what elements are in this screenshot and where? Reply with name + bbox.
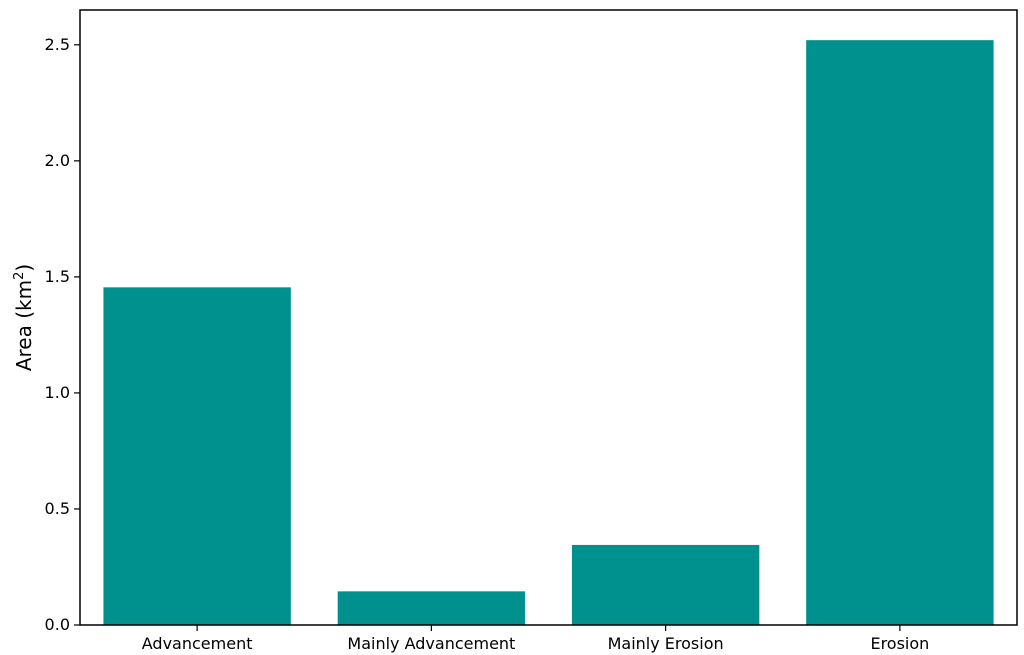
y-tick-label: 0.0 (45, 615, 70, 634)
x-tick-label: Erosion (870, 634, 929, 653)
x-tick-label: Mainly Erosion (608, 634, 724, 653)
x-axis-ticks: Advancement Mainly Advancement Mainly Eros… (142, 625, 929, 653)
y-tick-label: 2.0 (45, 151, 70, 170)
bars-group (103, 40, 994, 626)
y-tick-label: 1.0 (45, 383, 70, 402)
plot-frame (79, 9, 1018, 626)
x-tick-label: Advancement (142, 634, 253, 653)
bar-mainly-erosion (571, 544, 760, 625)
bar-mainly-advancement (337, 591, 526, 625)
y-axis-label-main: Area (km (12, 280, 36, 371)
x-tick-label: Mainly Advancement (347, 634, 515, 653)
y-axis-label: Area (km2) (12, 264, 36, 371)
y-tick-label: 2.5 (45, 35, 70, 54)
y-tick-label: 0.5 (45, 499, 70, 518)
y-tick-label: 1.5 (45, 267, 70, 286)
bar-advancement (103, 287, 291, 625)
bar-erosion (806, 40, 994, 626)
y-axis-label-superscript: 2 (12, 272, 27, 280)
y-axis-label-suffix: ) (12, 264, 36, 272)
y-axis-ticks: 0.0 0.5 1.0 1.5 2.0 2.5 (45, 35, 80, 634)
